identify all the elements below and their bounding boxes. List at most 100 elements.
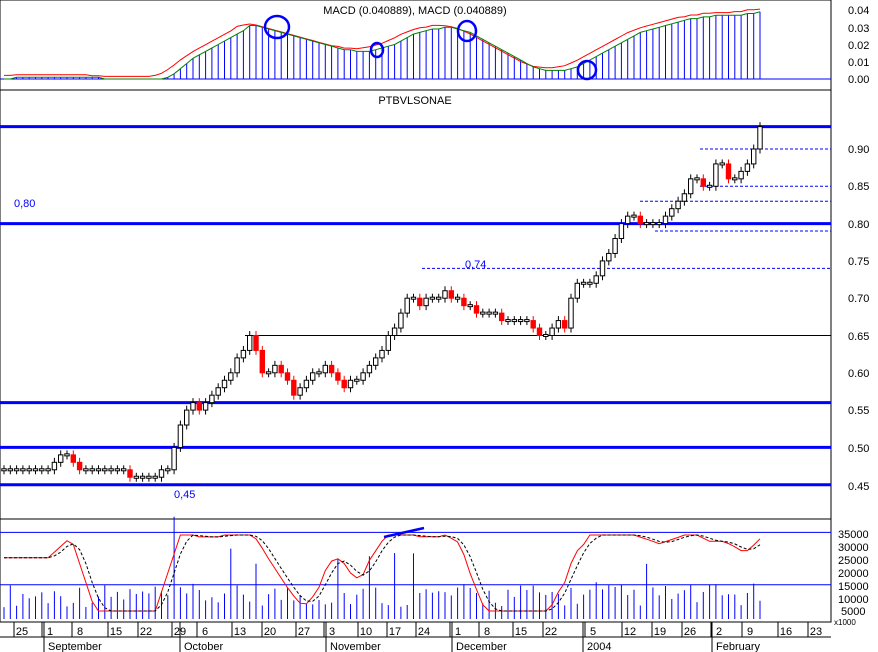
candle-body <box>347 379 354 389</box>
x-axis-day-label: 1 <box>47 626 53 638</box>
macd-circle-marker <box>263 14 291 40</box>
macd-line <box>4 8 761 77</box>
volume-tick-label: 30000 <box>838 542 869 554</box>
candle-body <box>656 222 662 226</box>
candle-body <box>291 379 297 396</box>
candle-body <box>272 364 278 374</box>
candle-body <box>543 334 549 337</box>
candle-body <box>190 402 196 411</box>
volume-tick-label: 20000 <box>838 568 869 580</box>
candle-body <box>423 297 429 307</box>
macd-tick-label: 0.03 <box>848 23 869 35</box>
x-axis-day-label: 5 <box>590 626 596 638</box>
macd-title: MACD (0.040889), MACD (0.040889) <box>323 5 506 17</box>
candle-body <box>221 379 228 389</box>
x-axis-day-label: 17 <box>389 626 401 638</box>
candle-body <box>580 281 587 285</box>
candle-body <box>259 349 266 374</box>
candle-body <box>706 184 713 188</box>
x-axis-day-label: 22 <box>545 626 557 638</box>
candle-body <box>687 178 694 195</box>
x-axis-day-label: 15 <box>110 626 122 638</box>
price-tick-label: 0.60 <box>848 368 869 380</box>
candle-body <box>574 282 581 299</box>
macd-tick-label: 0.04 <box>848 5 869 17</box>
candle-body <box>524 319 530 323</box>
candle-body <box>316 371 322 375</box>
candle-body <box>341 379 347 389</box>
x-axis-day-label: 27 <box>298 626 310 638</box>
x-axis-day-label: 16 <box>780 626 792 638</box>
candle-body <box>454 296 461 300</box>
candle-body <box>328 364 335 374</box>
divergence-trend-line <box>383 526 425 539</box>
candle-body <box>738 170 744 180</box>
candle-body <box>398 312 404 329</box>
candle-body <box>322 364 329 374</box>
price-plot <box>0 122 831 487</box>
candle-body <box>744 163 751 172</box>
candle-body <box>662 215 669 225</box>
x-axis-day-label: 23 <box>810 626 822 638</box>
candle-body <box>606 252 612 262</box>
x-axis-day-label: 3 <box>329 626 335 638</box>
candle-body <box>473 305 480 314</box>
candle-body <box>133 475 140 479</box>
candle-body <box>713 163 719 187</box>
candle-body <box>372 357 379 366</box>
candle-body <box>102 468 108 472</box>
candle-body <box>303 379 310 389</box>
candle-body <box>694 177 700 181</box>
x-axis: 25 1 8 15 22 29 6 13 20 27 3 10 17 24 1 8 15 22 5 12 19 26 2 9 1… <box>0 622 831 652</box>
price-tick-label: 0.75 <box>848 256 869 268</box>
macd-tick-label: 0.00 <box>848 74 869 86</box>
candle-body <box>196 402 203 411</box>
x-axis-month-label: October <box>184 641 223 652</box>
x-axis-month-label: December <box>456 641 507 652</box>
candle-body <box>442 290 448 299</box>
candle-body <box>379 349 385 359</box>
candle-body <box>593 275 599 284</box>
volume-tick-label: 5000 <box>841 606 865 618</box>
candle-body <box>725 163 732 180</box>
candle-body <box>7 468 14 472</box>
x-axis-day-label: 10 <box>360 626 372 638</box>
candle-body <box>404 297 410 314</box>
candle-body <box>719 162 725 166</box>
x-axis-day-label: 25 <box>16 626 28 638</box>
candle-body <box>517 319 524 323</box>
candle-body <box>498 312 505 322</box>
candle-body <box>555 320 562 329</box>
x-axis-day-label: 12 <box>624 626 636 638</box>
candle-body <box>76 461 83 471</box>
candle-body <box>637 215 644 225</box>
candle-body <box>448 290 455 299</box>
candle-body <box>757 126 763 150</box>
candle-body <box>39 468 45 472</box>
candle-body <box>309 372 316 381</box>
candle-body <box>650 222 656 226</box>
candle-body <box>480 311 486 315</box>
candle-body <box>57 454 64 463</box>
candle-body <box>32 468 39 472</box>
price-tick-label: 0.90 <box>848 144 869 156</box>
price-tick-label: 0.85 <box>848 181 869 193</box>
x-axis-day-label: 2 <box>716 626 722 638</box>
macd-circle-marker <box>369 41 385 59</box>
candle-body <box>681 193 688 202</box>
candle-body <box>177 424 184 448</box>
candle-body <box>675 200 681 210</box>
candle-body <box>612 238 618 254</box>
macd-tick-label: 0.02 <box>848 40 869 52</box>
price-title: PTBVLSONAE <box>378 95 451 107</box>
x-axis-day-label: 24 <box>418 626 430 638</box>
price-tick-label: 0.80 <box>848 219 869 231</box>
candle-body <box>530 320 536 329</box>
x-axis-day-label: 8 <box>77 626 83 638</box>
candle-body <box>732 177 738 181</box>
candle-body <box>64 453 70 457</box>
candle-body <box>486 311 492 315</box>
candle-body <box>631 214 637 218</box>
x-axis-day-label: 15 <box>515 626 527 638</box>
